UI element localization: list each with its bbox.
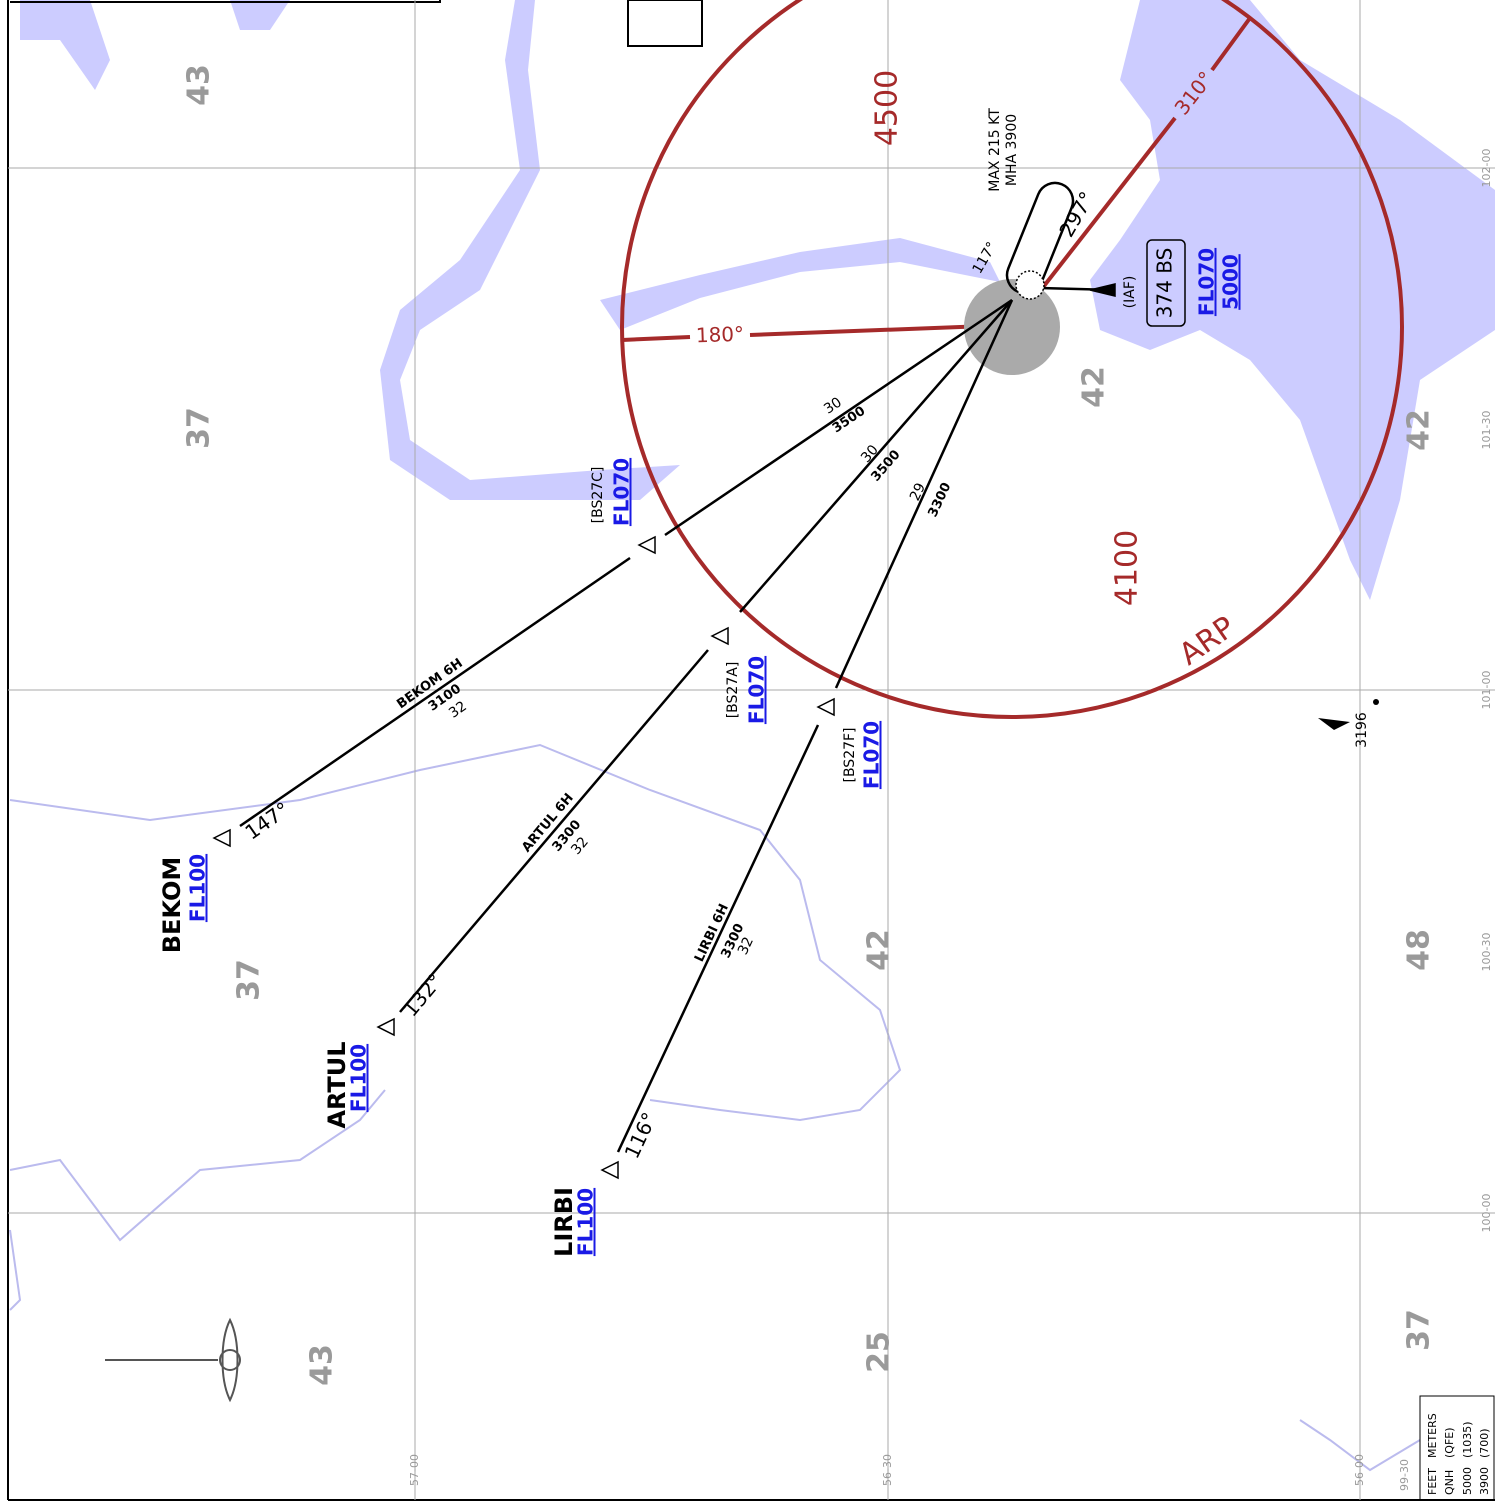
routes [239, 181, 1116, 1153]
mora-label: 43 [305, 1344, 340, 1386]
obstacle-elevation: 3196 [1354, 712, 1370, 748]
mora-label: 37 [1402, 1309, 1437, 1351]
fix-name: BEKOM [158, 857, 186, 954]
sector-boundary: 180° [695, 322, 744, 348]
mora-label: 42 [1402, 409, 1437, 451]
intermediate-fix: [BS27C] [590, 467, 606, 524]
longitude-label: 101-30 [1480, 411, 1493, 450]
table-cell: (700) [1478, 1428, 1491, 1458]
mora-label: 48 [1402, 929, 1437, 971]
intermediate-altitude: FL070 [610, 458, 634, 526]
obstacle [1318, 699, 1379, 730]
table-cell: QNH [1443, 1470, 1456, 1495]
compass [105, 1317, 241, 1403]
sector-altitude: 4500 [870, 70, 905, 146]
longitude-label: 99-30 [1398, 1459, 1411, 1491]
table-header: METERS [1426, 1413, 1439, 1458]
iaf-altitude: 5000 [1219, 254, 1243, 310]
table-header: FEET [1426, 1468, 1439, 1495]
frame [7, 0, 1495, 1501]
rivers [9, 743, 1421, 1472]
mora-label: 25 [862, 1331, 897, 1373]
final-distance: 29 [907, 481, 929, 504]
mora-label: 37 [232, 959, 267, 1001]
latitude-label: 56-00 [1353, 1454, 1366, 1486]
final-altitude: 3300 [926, 480, 955, 519]
route-course: 132° [398, 969, 447, 1021]
fix-name: LIRBI [550, 1187, 578, 1257]
table-cell: 5000 [1461, 1467, 1474, 1495]
longitude-label: 100-30 [1480, 933, 1493, 972]
latitude-label: 57-00 [408, 1454, 421, 1486]
intermediate-fix: [BS27F] [842, 727, 858, 782]
grid-lines [8, 0, 1495, 1500]
sector-altitude: 4100 [1110, 530, 1145, 606]
table-cell: (1035) [1461, 1421, 1474, 1458]
iaf-ident: 374 BS [1153, 248, 1177, 319]
mora-label: 43 [182, 64, 217, 106]
longitude-label: 100-00 [1480, 1194, 1493, 1233]
route-distance: 32 [735, 935, 757, 958]
fix-altitude: FL100 [574, 1188, 598, 1256]
holding-course: 297° [1054, 187, 1099, 241]
iaf-role: (IAF) [1122, 276, 1138, 309]
mora-label: 42 [1077, 366, 1112, 408]
longitude-label: 102-00 [1480, 149, 1493, 188]
table-cell: 3900 [1478, 1467, 1491, 1495]
intermediate-altitude: FL070 [745, 656, 769, 724]
mora-label: 37 [182, 407, 217, 449]
water [20, 0, 1495, 600]
holding-mha: MHA 3900 [1004, 114, 1020, 186]
fix-altitude: FL100 [347, 1044, 371, 1112]
intermediate-fix: [BS27A] [725, 662, 741, 719]
facility-area [964, 279, 1060, 375]
latitude-label: 56-30 [881, 1454, 894, 1486]
holding-speed: MAX 215 KT [987, 108, 1003, 192]
table-cell: (QFE) [1443, 1427, 1456, 1458]
mora-label: 42 [862, 929, 897, 971]
table [1419, 1395, 1495, 1501]
fix-name: ARTUL [323, 1041, 351, 1128]
longitude-label: 101-00 [1480, 671, 1493, 710]
iaf-altitude: FL070 [1195, 248, 1219, 316]
intermediate-altitude: FL070 [860, 721, 884, 789]
fix-altitude: FL100 [186, 854, 210, 922]
fix-symbols [212, 239, 1186, 1180]
